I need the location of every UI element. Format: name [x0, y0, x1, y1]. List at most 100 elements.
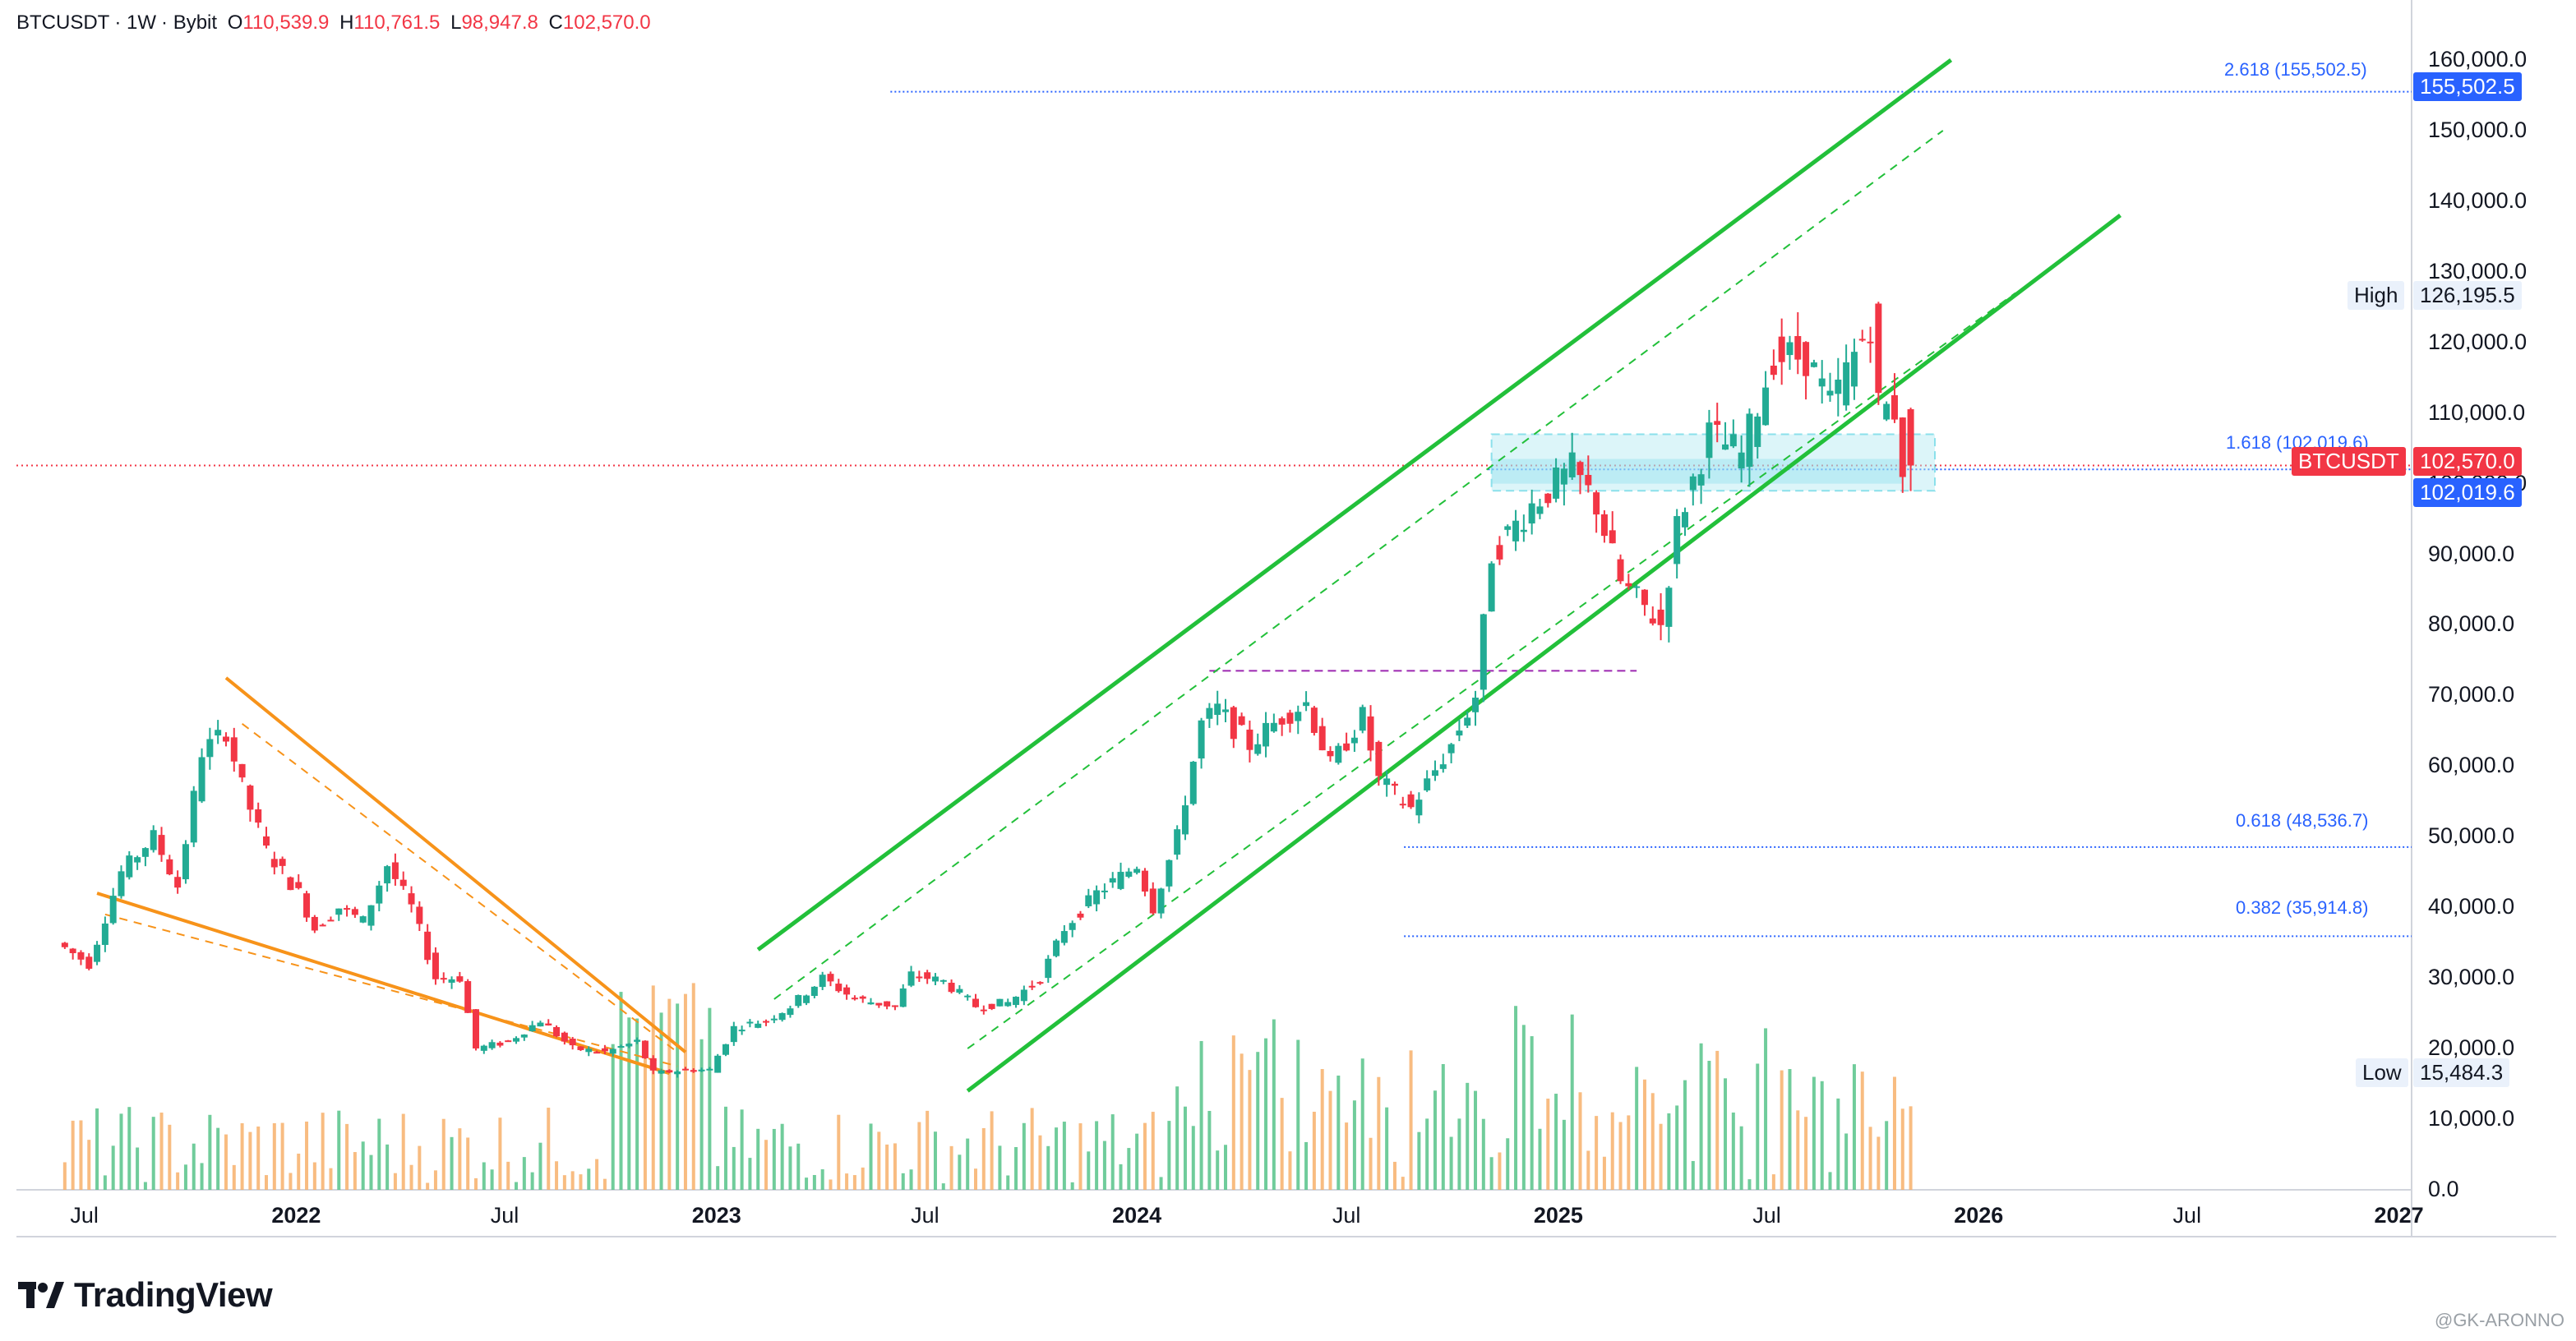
ticker-tag: BTCUSDT: [2292, 447, 2406, 476]
price-axis-tick: 140,000.0: [2428, 187, 2528, 213]
candle-body: [1689, 476, 1697, 491]
volume-bar: [1095, 1121, 1099, 1190]
candle-body: [778, 1012, 786, 1021]
time-axis-tick: Jul: [490, 1203, 519, 1228]
volume-bar: [974, 1168, 978, 1190]
interval[interactable]: 1W: [127, 12, 157, 34]
time-axis-tick: 2024: [1112, 1203, 1162, 1228]
candle-body: [1899, 417, 1906, 477]
symbol[interactable]: BTCUSDT: [16, 12, 110, 34]
price-axis-tick: 90,000.0: [2428, 541, 2515, 566]
time-axis-tick: 2027: [2374, 1203, 2424, 1228]
volume-bar: [1264, 1038, 1268, 1190]
close-value: 102,570.0: [562, 12, 651, 34]
volume-bar: [602, 1178, 607, 1190]
candle-body: [1174, 829, 1181, 855]
candle-body: [376, 885, 383, 904]
candle-body: [134, 857, 141, 863]
candle-body: [634, 1039, 641, 1042]
volume-bar: [1530, 1036, 1534, 1190]
time-axis-tick: 2025: [1533, 1203, 1583, 1228]
candle-body: [311, 916, 318, 931]
candle-body: [795, 995, 802, 1007]
volume-bar: [1595, 1116, 1599, 1190]
candle-body: [222, 736, 229, 742]
volume-bar: [473, 1177, 478, 1190]
volume-bar: [627, 1017, 631, 1190]
candle-body: [641, 1040, 649, 1058]
candle-body: [1858, 339, 1866, 341]
volume-bar: [1183, 1106, 1187, 1190]
price-axis-tick: 60,000.0: [2428, 753, 2515, 778]
candle-body: [730, 1025, 737, 1043]
candle-body: [1665, 588, 1673, 627]
candle-body: [351, 909, 358, 915]
volume-bar: [1369, 1137, 1373, 1190]
volume-bar: [1538, 1128, 1542, 1190]
price-axis-tick: 80,000.0: [2428, 611, 2515, 637]
candle-body: [859, 996, 866, 999]
volume-bar: [570, 1171, 575, 1190]
candle-body: [118, 871, 125, 896]
candle-body: [432, 952, 439, 979]
volume-bar: [917, 1122, 921, 1190]
candle-body: [1754, 416, 1761, 447]
candle-body: [69, 948, 76, 954]
candle-body: [1238, 716, 1245, 726]
tradingview-logo[interactable]: TradingView: [18, 1275, 273, 1315]
candle-body: [1907, 409, 1914, 466]
candle-body: [980, 1009, 987, 1012]
high-label: H: [339, 12, 354, 34]
volume-bar: [676, 1003, 680, 1190]
candle-body: [126, 855, 133, 878]
volume-bar: [723, 1106, 727, 1190]
candle-body: [279, 859, 286, 866]
volume-bar: [168, 1124, 172, 1190]
volume-bar: [651, 985, 655, 1190]
volume-bar: [1377, 1076, 1381, 1190]
volume-bar: [1062, 1122, 1066, 1190]
volume-bar: [845, 1173, 849, 1190]
candle-body: [626, 1044, 633, 1047]
volume-bar: [1127, 1148, 1131, 1190]
volume-bar: [530, 1172, 534, 1190]
volume-bar: [555, 1161, 559, 1190]
volume-bar: [1836, 1098, 1840, 1190]
candle-body: [255, 809, 262, 823]
candle-body: [770, 1018, 778, 1021]
volume-bar: [1288, 1151, 1292, 1190]
volume-bar: [1280, 1098, 1284, 1190]
time-axis-tick: 2026: [1954, 1203, 2004, 1228]
candle-body: [1456, 730, 1463, 736]
candle-body: [1270, 722, 1277, 732]
volume-bar: [869, 1123, 873, 1190]
candle-body: [1069, 923, 1076, 930]
volume-bar: [1022, 1122, 1026, 1190]
channel-mid-lower: [967, 292, 2016, 1049]
volume-bar: [1796, 1110, 1800, 1190]
volume-bar: [691, 983, 695, 1190]
candle-body: [810, 986, 818, 997]
symbol-header: BTCUSDT · 1W · Bybit O110,539.9 H110,761.5…: [16, 12, 651, 34]
candle-body: [609, 1048, 616, 1054]
volume-bar: [515, 1182, 519, 1190]
candle-body: [867, 1002, 875, 1005]
volume-bar: [1756, 1063, 1760, 1190]
candle-body: [803, 995, 810, 1003]
volume-bar: [1216, 1150, 1220, 1190]
candle-body: [1399, 804, 1406, 806]
candle-body: [1496, 545, 1503, 560]
volume-bar: [1199, 1040, 1203, 1190]
candle-body: [545, 1023, 552, 1025]
volume-bar: [280, 1122, 284, 1190]
price-axis-tick: 50,000.0: [2428, 823, 2515, 849]
candle-body: [916, 976, 923, 979]
volume-bar: [1102, 1141, 1106, 1190]
candle-body: [666, 1070, 673, 1073]
time-axis-tick: Jul: [1332, 1203, 1361, 1228]
volume-bar: [1030, 1108, 1034, 1190]
candle-body: [1697, 474, 1705, 486]
candle-body: [456, 976, 464, 982]
low-value: 98,947.8: [461, 12, 538, 34]
